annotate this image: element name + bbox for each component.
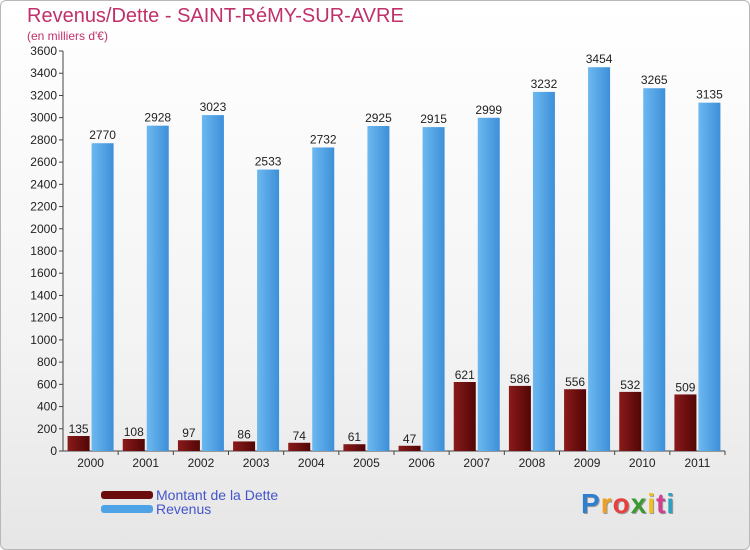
legend-swatch-dette [101, 491, 153, 499]
x-tick-label: 2010 [629, 456, 656, 470]
y-tick-label: 1200 [30, 311, 57, 325]
data-label-dette: 621 [455, 368, 475, 382]
x-tick-label: 2006 [408, 456, 435, 470]
chart-subtitle: (en milliers d'€) [27, 29, 108, 43]
y-tick-label: 1800 [30, 244, 57, 258]
bar-revenus [257, 169, 280, 452]
data-label-revenus: 2732 [310, 132, 337, 146]
data-label-revenus: 3454 [586, 52, 613, 66]
x-tick-label: 2011 [685, 456, 711, 470]
bar-dette [288, 442, 311, 451]
data-label-dette: 74 [293, 429, 307, 443]
bar-dette [453, 382, 476, 451]
bar-dette [564, 389, 587, 451]
data-label-dette: 97 [182, 426, 196, 440]
legend-label-dette: Montant de la Dette [156, 487, 279, 503]
bar-revenus [422, 127, 445, 451]
data-label-dette: 86 [237, 427, 251, 441]
bars [67, 67, 721, 452]
data-label-dette: 532 [620, 378, 640, 392]
data-label-revenus: 2928 [144, 111, 171, 125]
y-tick-label: 1600 [30, 266, 57, 280]
data-label-dette: 108 [124, 425, 144, 439]
data-label-revenus: 2533 [255, 155, 282, 169]
bar-revenus [201, 115, 224, 451]
logo-letter: r [600, 488, 613, 519]
logo-letter: i [647, 488, 657, 519]
axes: 0 200 400 600 800 1000 1200 1400 1600 1800 2000 220… [30, 44, 726, 470]
data-label-dette: 135 [69, 422, 89, 436]
logo-letter: x [630, 488, 648, 519]
legend-label-revenus: Revenus [156, 501, 212, 517]
y-tick-label: 400 [37, 400, 57, 414]
x-tick-label: 2008 [519, 456, 546, 470]
bar-dette [233, 441, 256, 451]
bar-dette [674, 394, 697, 451]
bar-revenus [146, 125, 169, 452]
bar-revenus [643, 88, 666, 451]
logo-letter: t [656, 488, 667, 519]
bar-revenus [367, 126, 390, 451]
bar-dette [177, 440, 200, 451]
bar-dette [398, 445, 421, 451]
x-tick-label: 2004 [298, 456, 325, 470]
legend-swatch-revenus [101, 505, 153, 513]
y-tick-label: 3400 [30, 66, 57, 80]
chart-title: Revenus/Dette - SAINT-RéMY-SUR-AVRE [27, 5, 404, 27]
logo-letter: i [666, 488, 676, 519]
y-tick-label: 2800 [30, 133, 57, 147]
data-labels: 135 2770 108 2928 97 3023 86 2533 74 2732 61 2925 47… [69, 52, 724, 446]
bar-revenus [588, 67, 611, 451]
y-tick-label: 800 [37, 355, 57, 369]
x-tick-label: 2001 [132, 456, 159, 470]
y-tick-label: 1000 [30, 333, 57, 347]
logo-letter: o [612, 488, 631, 519]
proxiti-logo: Proxiti [581, 488, 675, 520]
data-label-dette: 61 [348, 430, 362, 444]
data-label-revenus: 3135 [696, 88, 723, 102]
y-tick-label: 600 [37, 377, 57, 391]
data-label-dette: 586 [510, 372, 530, 386]
y-tick-label: 2200 [30, 200, 57, 214]
x-tick-label: 2003 [243, 456, 270, 470]
y-tick-label: 3600 [30, 44, 57, 58]
x-tick-label: 2005 [353, 456, 380, 470]
y-tick-label: 3000 [30, 111, 57, 125]
x-tick-label: 2009 [574, 456, 601, 470]
data-label-revenus: 3023 [200, 100, 227, 114]
bar-revenus [312, 147, 335, 451]
bar-revenus [532, 91, 555, 451]
logo-letter: P [581, 488, 601, 519]
x-tick-label: 2007 [463, 456, 490, 470]
bar-revenus [91, 143, 114, 451]
y-tick-label: 0 [50, 444, 57, 458]
bar-revenus [698, 102, 721, 452]
data-label-dette: 509 [675, 380, 695, 394]
data-label-revenus: 2770 [89, 128, 116, 142]
y-tick-label: 3200 [30, 88, 57, 102]
bar-dette [619, 391, 642, 451]
x-tick-label: 2000 [77, 456, 104, 470]
bar-dette [122, 439, 145, 451]
y-tick-label: 1400 [30, 288, 57, 302]
data-label-revenus: 2999 [475, 103, 502, 117]
data-label-revenus: 2915 [420, 112, 447, 126]
y-tick-label: 200 [37, 422, 57, 436]
data-label-dette: 556 [565, 375, 585, 389]
bar-dette [67, 436, 90, 451]
data-label-revenus: 3232 [531, 77, 558, 91]
data-label-revenus: 3265 [641, 73, 668, 87]
bar-dette [508, 385, 531, 451]
x-tick-label: 2002 [188, 456, 215, 470]
y-tick-label: 2400 [30, 177, 57, 191]
data-label-dette: 47 [403, 432, 417, 446]
y-tick-label: 2600 [30, 155, 57, 169]
bar-dette [343, 444, 366, 451]
bar-revenus [477, 117, 500, 452]
y-tick-label: 2000 [30, 222, 57, 236]
data-label-revenus: 2925 [365, 111, 392, 125]
